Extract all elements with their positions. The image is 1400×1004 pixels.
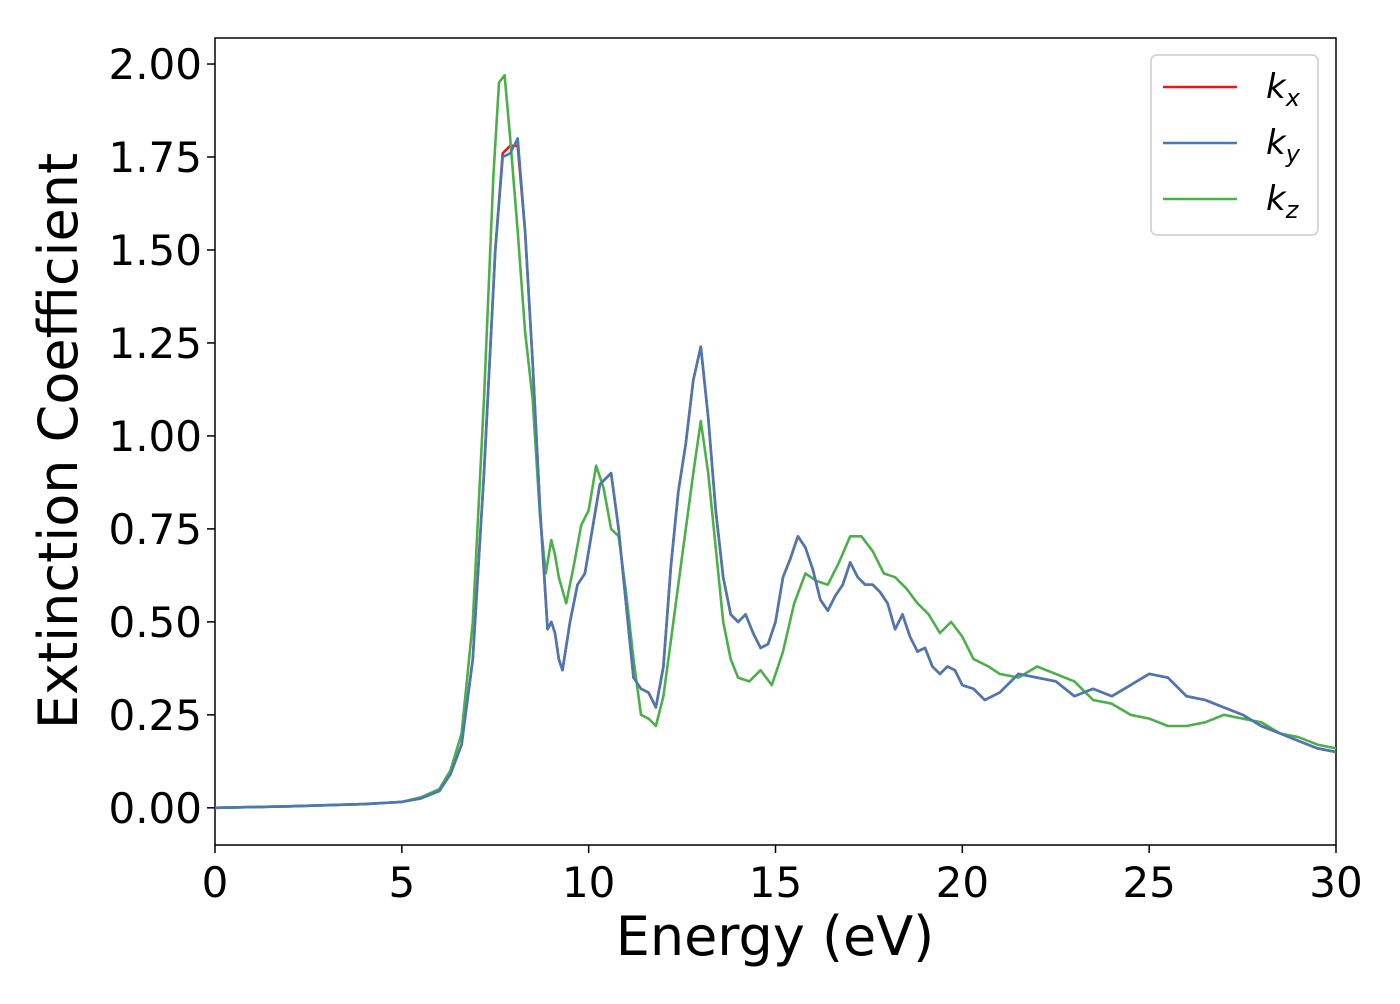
legend-label-sub: y <box>1285 140 1301 168</box>
x-tick-label: 30 <box>1309 858 1362 907</box>
y-tick-label: 1.00 <box>108 412 202 461</box>
y-tick-label: 0.00 <box>108 784 202 833</box>
x-tick-label: 5 <box>388 858 415 907</box>
x-axis: 0 5 10 15 20 25 30 <box>202 845 1363 907</box>
y-tick-label: 1.75 <box>108 133 202 182</box>
series-lines <box>215 73 1336 810</box>
y-tick-label: 1.50 <box>108 226 202 275</box>
x-tick-label: 10 <box>562 858 615 907</box>
y-tick-label: 0.50 <box>108 598 202 647</box>
y-tick-label: 0.25 <box>108 691 202 740</box>
legend-box <box>1150 54 1319 236</box>
y-axis-title: Extinction Coefficient <box>27 153 90 729</box>
legend-label-sub: z <box>1285 196 1300 224</box>
legend-label-main: k <box>1266 67 1287 107</box>
y-tick-label: 0.75 <box>108 505 202 554</box>
y-tick-label: 1.25 <box>108 319 202 368</box>
x-tick-label: 0 <box>202 858 229 907</box>
x-axis-title: Energy (eV) <box>616 905 935 968</box>
legend-label-main: k <box>1266 179 1287 219</box>
legend-label-z: kz <box>1266 179 1300 224</box>
y-axis: 0.00 0.25 0.50 0.75 1.00 1.25 1.50 1.75 2.00 <box>108 40 215 833</box>
y-tick-label: 2.00 <box>108 40 202 89</box>
x-tick-label: 25 <box>1122 858 1175 907</box>
legend-label-sub: x <box>1285 84 1301 112</box>
legend-label-main: k <box>1266 123 1287 163</box>
legend-label-y: ky <box>1266 123 1301 168</box>
series-line-z <box>215 73 1336 810</box>
x-tick-label: 20 <box>936 858 989 907</box>
series-line-y <box>215 137 1336 810</box>
series-line-x <box>215 144 1336 810</box>
x-tick-label: 15 <box>749 858 802 907</box>
legend-label-x: kx <box>1266 67 1301 112</box>
